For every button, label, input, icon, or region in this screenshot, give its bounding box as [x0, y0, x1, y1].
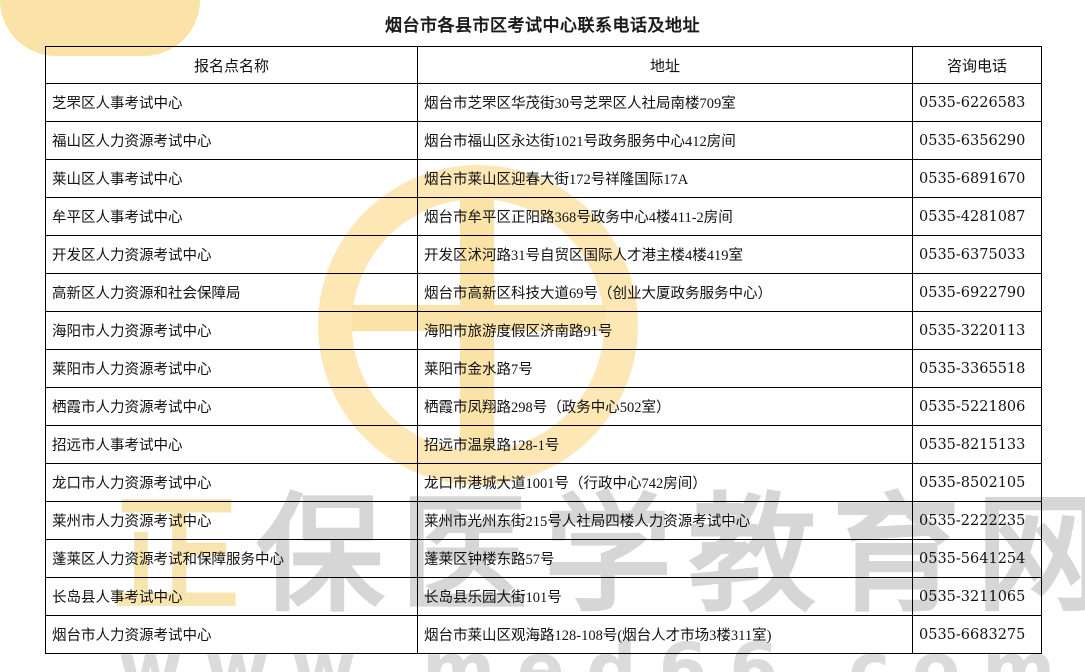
cell-phone: 0535-3365518	[912, 349, 1042, 388]
cell-phone: 0535-6226583	[912, 83, 1042, 122]
table-row: 招远市人事考试中心 招远市温泉路128-1号 0535-8215133	[45, 425, 1042, 464]
cell-phone: 0535-6375033	[912, 235, 1042, 274]
table-row: 牟平区人事考试中心 烟台市牟平区正阳路368号政务中心4楼411-2房间 0535-…	[45, 197, 1042, 236]
cell-address: 招远市温泉路128-1号	[417, 425, 913, 464]
cell-phone: 0535-2222235	[912, 501, 1042, 540]
cell-registration-point-name: 莱山区人事考试中心	[45, 159, 418, 198]
cell-address: 烟台市莱山区观海路128-108号(烟台人才市场3楼311室)	[417, 615, 913, 654]
cell-phone: 0535-3220113	[912, 311, 1042, 350]
table-row: 海阳市人力资源考试中心 海阳市旅游度假区济南路91号 0535-3220113	[45, 311, 1042, 350]
cell-address: 蓬莱区钟楼东路57号	[417, 539, 913, 578]
exam-center-contact-table: 报名点名称 地址 咨询电话 芝罘区人事考试中心 烟台市芝罘区华茂街30号芝罘区人社…	[45, 46, 1042, 654]
cell-address: 烟台市牟平区正阳路368号政务中心4楼411-2房间	[417, 197, 913, 236]
column-header-name: 报名点名称	[45, 46, 418, 84]
cell-phone: 0535-8215133	[912, 425, 1042, 464]
cell-registration-point-name: 开发区人力资源考试中心	[45, 235, 418, 274]
cell-registration-point-name: 栖霞市人力资源考试中心	[45, 387, 418, 426]
cell-phone: 0535-3211065	[912, 577, 1042, 616]
cell-registration-point-name: 蓬莱区人力资源考试和保障服务中心	[45, 539, 418, 578]
cell-phone: 0535-5221806	[912, 387, 1042, 426]
cell-phone: 0535-8502105	[912, 463, 1042, 502]
cell-address: 烟台市福山区永达街1021号政务服务中心412房间	[417, 121, 913, 160]
cell-registration-point-name: 龙口市人力资源考试中心	[45, 463, 418, 502]
cell-registration-point-name: 牟平区人事考试中心	[45, 197, 418, 236]
cell-registration-point-name: 招远市人事考试中心	[45, 425, 418, 464]
cell-address: 龙口市港城大道1001号（行政中心742房间）	[417, 463, 913, 502]
column-header-address: 地址	[417, 46, 913, 84]
cell-registration-point-name: 长岛县人事考试中心	[45, 577, 418, 616]
column-header-phone: 咨询电话	[912, 46, 1042, 84]
cell-address: 烟台市莱山区迎春大街172号祥隆国际17A	[417, 159, 913, 198]
table-row: 芝罘区人事考试中心 烟台市芝罘区华茂街30号芝罘区人社局南楼709室 0535-62…	[45, 83, 1042, 122]
table-row: 高新区人力资源和社会保障局 烟台市高新区科技大道69号（创业大厦政务服务中心） 05…	[45, 273, 1042, 312]
table-header: 报名点名称 地址 咨询电话	[45, 46, 1042, 84]
cell-phone: 0535-6683275	[912, 615, 1042, 654]
table-row: 龙口市人力资源考试中心 龙口市港城大道1001号（行政中心742房间） 0535-8…	[45, 463, 1042, 502]
table-row: 莱山区人事考试中心 烟台市莱山区迎春大街172号祥隆国际17A 0535-68916…	[45, 159, 1042, 198]
table-row: 莱州市人力资源考试中心 莱州市光州东街215号人社局四楼人力资源考试中心 0535-…	[45, 501, 1042, 540]
table-body: 芝罘区人事考试中心 烟台市芝罘区华茂街30号芝罘区人社局南楼709室 0535-62…	[45, 83, 1042, 654]
cell-phone: 0535-5641254	[912, 539, 1042, 578]
cell-address: 莱州市光州东街215号人社局四楼人力资源考试中心	[417, 501, 913, 540]
cell-registration-point-name: 莱州市人力资源考试中心	[45, 501, 418, 540]
cell-address: 莱阳市金水路7号	[417, 349, 913, 388]
cell-address: 烟台市芝罘区华茂街30号芝罘区人社局南楼709室	[417, 83, 913, 122]
cell-address: 开发区沭河路31号自贸区国际人才港主楼4楼419室	[417, 235, 913, 274]
cell-address: 栖霞市凤翔路298号（政务中心502室）	[417, 387, 913, 426]
table-row: 长岛县人事考试中心 长岛县乐园大街101号 0535-3211065	[45, 577, 1042, 616]
table-row: 开发区人力资源考试中心 开发区沭河路31号自贸区国际人才港主楼4楼419室 0535…	[45, 235, 1042, 274]
cell-registration-point-name: 莱阳市人力资源考试中心	[45, 349, 418, 388]
cell-phone: 0535-6891670	[912, 159, 1042, 198]
cell-address: 海阳市旅游度假区济南路91号	[417, 311, 913, 350]
table-row: 莱阳市人力资源考试中心 莱阳市金水路7号 0535-3365518	[45, 349, 1042, 388]
table-row: 烟台市人力资源考试中心 烟台市莱山区观海路128-108号(烟台人才市场3楼311…	[45, 615, 1042, 654]
cell-registration-point-name: 高新区人力资源和社会保障局	[45, 273, 418, 312]
table-row: 蓬莱区人力资源考试和保障服务中心 蓬莱区钟楼东路57号 0535-5641254	[45, 539, 1042, 578]
cell-phone: 0535-6356290	[912, 121, 1042, 160]
cell-registration-point-name: 芝罘区人事考试中心	[45, 83, 418, 122]
cell-phone: 0535-6922790	[912, 273, 1042, 312]
cell-registration-point-name: 海阳市人力资源考试中心	[45, 311, 418, 350]
table-row: 栖霞市人力资源考试中心 栖霞市凤翔路298号（政务中心502室） 0535-5221…	[45, 387, 1042, 426]
cell-address: 长岛县乐园大街101号	[417, 577, 913, 616]
table-header-row: 报名点名称 地址 咨询电话	[45, 46, 1042, 84]
cell-registration-point-name: 福山区人力资源考试中心	[45, 121, 418, 160]
cell-address: 烟台市高新区科技大道69号（创业大厦政务服务中心）	[417, 273, 913, 312]
cell-phone: 0535-4281087	[912, 197, 1042, 236]
cell-registration-point-name: 烟台市人力资源考试中心	[45, 615, 418, 654]
page-title: 烟台市各县市区考试中心联系电话及地址	[385, 16, 700, 36]
table-row: 福山区人力资源考试中心 烟台市福山区永达街1021号政务服务中心412房间 0535…	[45, 121, 1042, 160]
